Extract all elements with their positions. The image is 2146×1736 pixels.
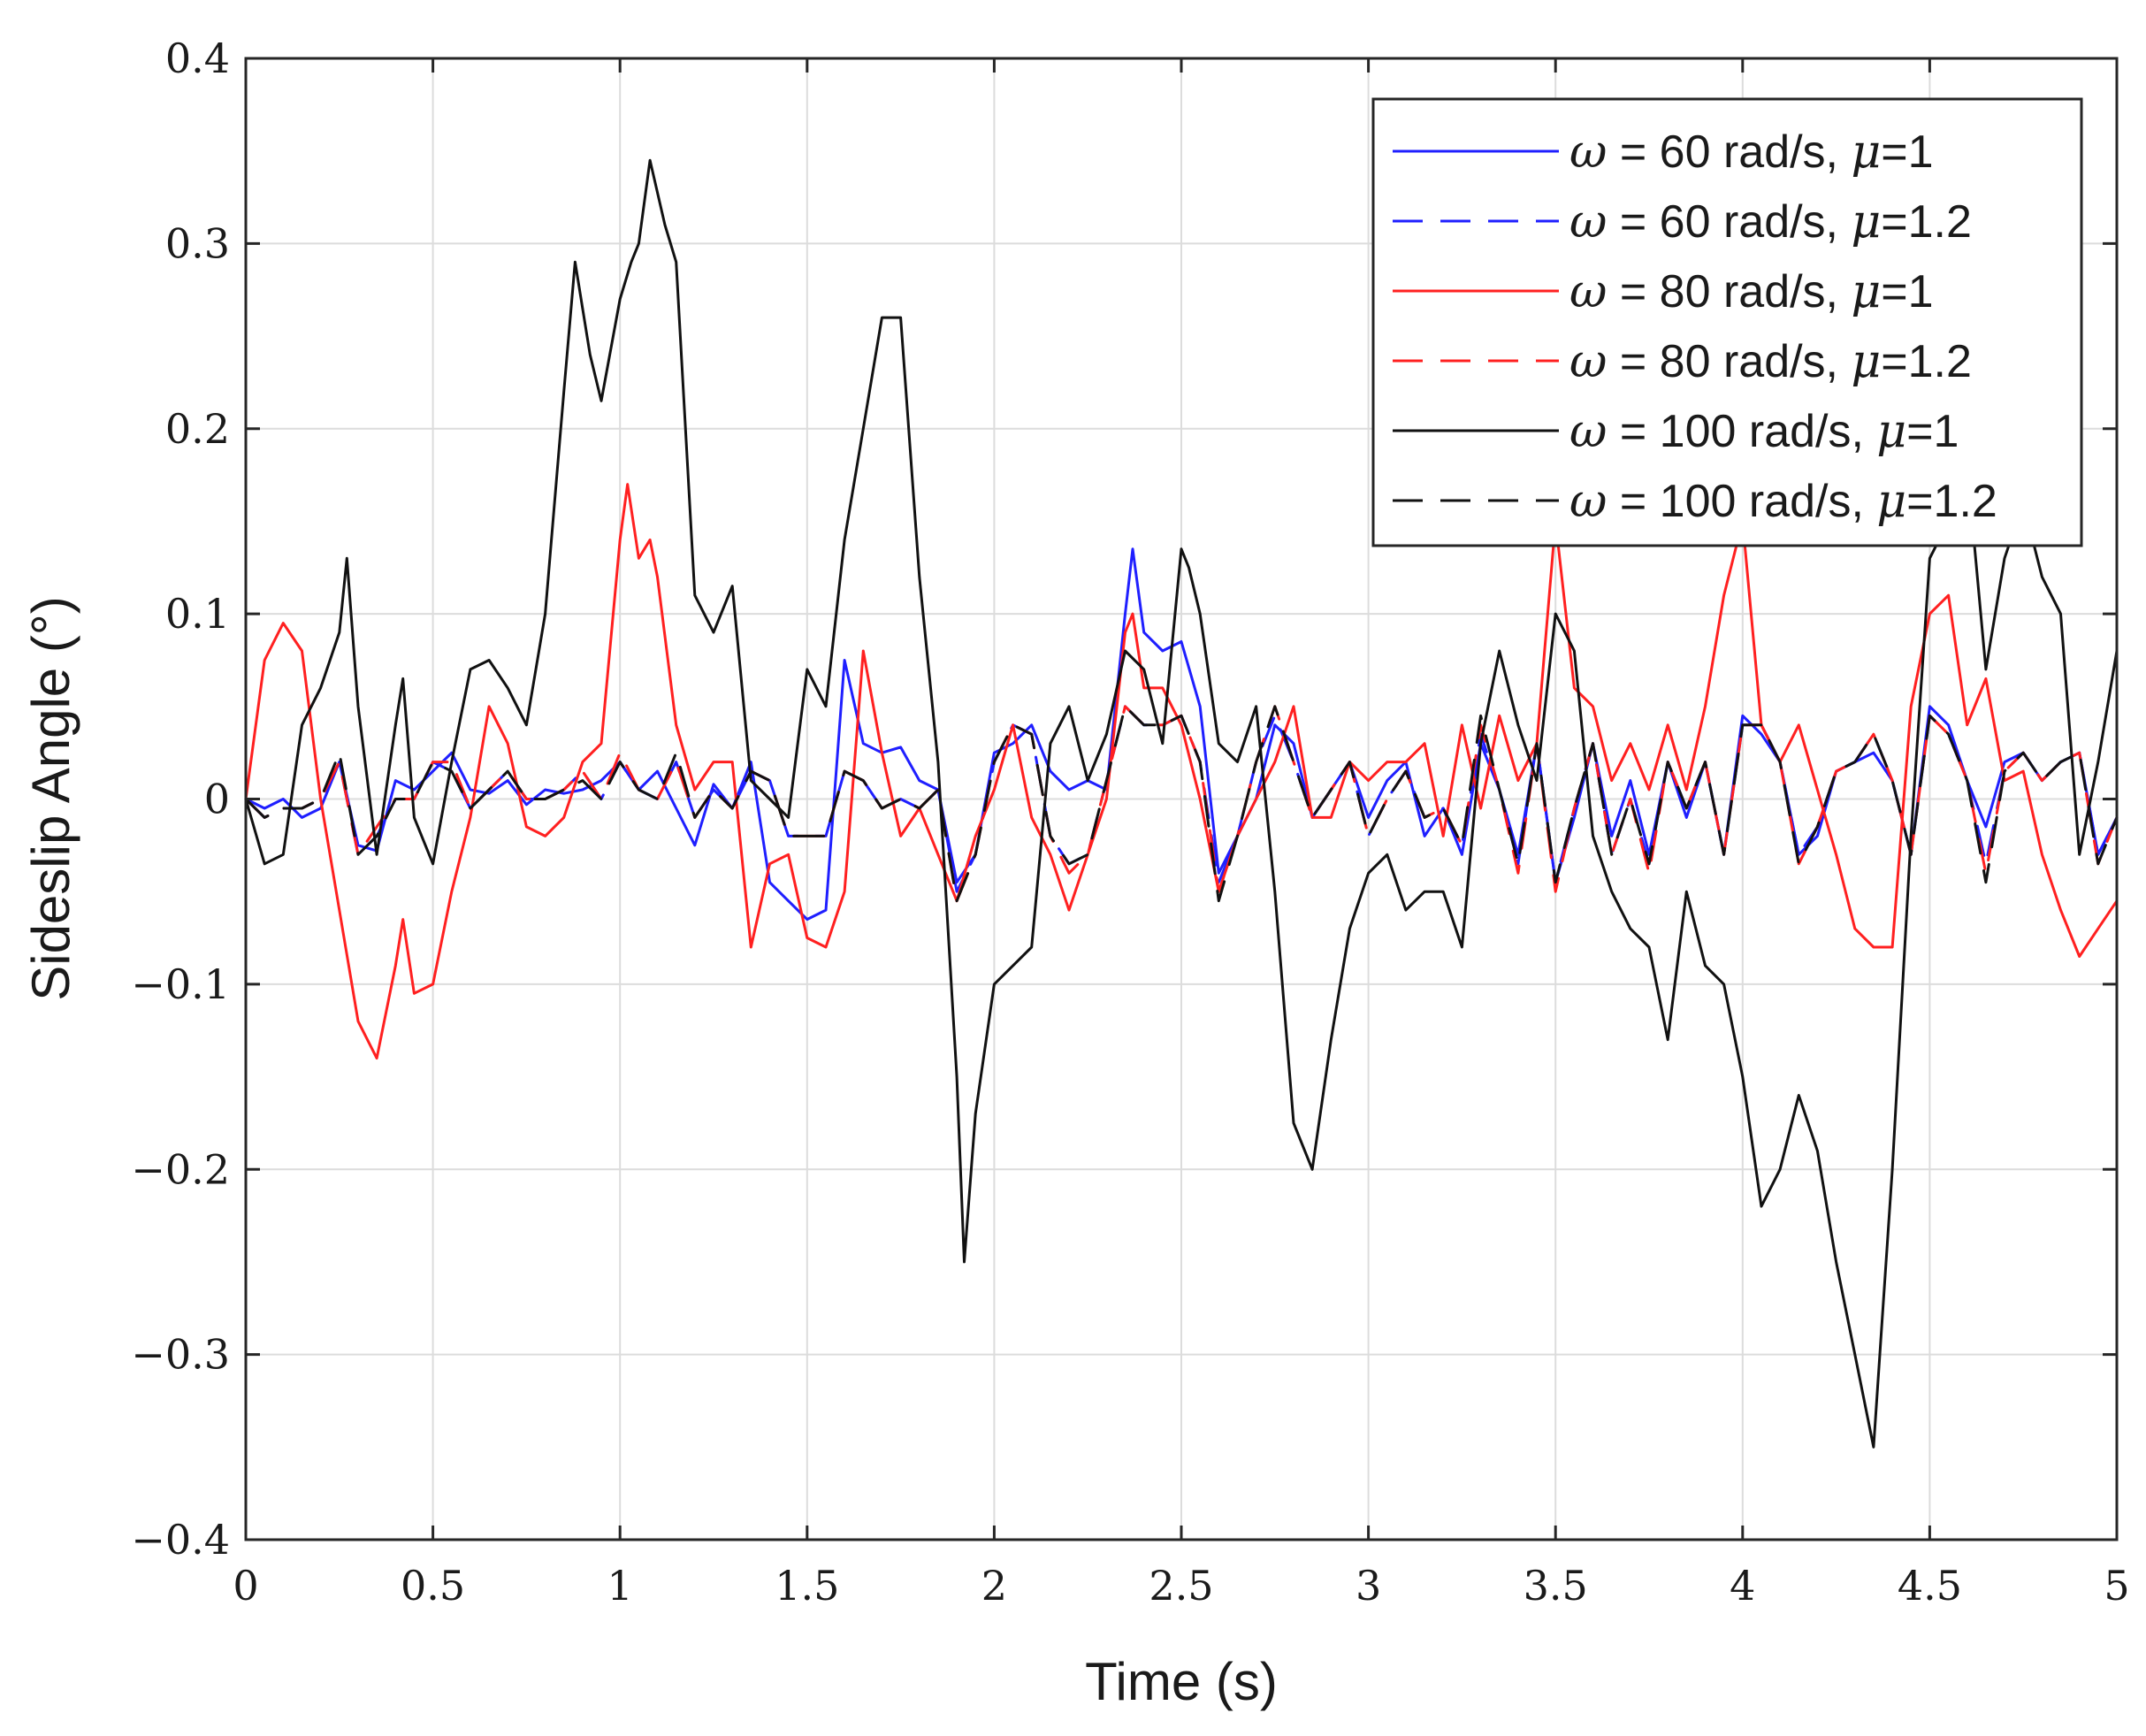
y-axis-title: Sideslip Angle (°) <box>21 596 80 1001</box>
ticks: 0 0.5 1 1.5 2 2.5 3 3.5 4 4.5 5 −0.4 −0.3 −0.2 −0.1 0 0.… <box>131 34 2129 1610</box>
legend-end: =1.2 <box>1881 336 1972 387</box>
y-tick-label: −0.3 <box>131 1331 230 1379</box>
x-tick-label: 5 <box>2104 1562 2129 1610</box>
series-line-3 <box>244 483 2119 1060</box>
legend-end: =1.2 <box>1881 196 1972 248</box>
y-tick-label: −0.1 <box>131 960 230 1008</box>
legend-omega: ω <box>1569 335 1607 388</box>
legend-end: =1 <box>1881 126 1933 178</box>
y-tick-label: 0.2 <box>165 405 230 453</box>
y-tick-label: 0.1 <box>165 590 230 638</box>
series-line-6 <box>244 705 2119 903</box>
x-tick-label: 1.5 <box>775 1562 839 1610</box>
legend-end: =1 <box>1906 406 1959 457</box>
x-tick-label: 2 <box>981 1562 1007 1610</box>
legend-label: ω = 100 rad/s, μ=1 <box>1569 405 1959 458</box>
legend-mid: = 80 rad/s, <box>1607 266 1851 317</box>
series-line-5 <box>244 158 2119 1449</box>
legend-mu: μ <box>1851 335 1881 388</box>
legend-mid: = 80 rad/s, <box>1607 336 1851 387</box>
y-tick-label: 0 <box>204 776 230 823</box>
x-tick-label: 1 <box>607 1562 633 1610</box>
legend-omega: ω <box>1569 405 1607 458</box>
y-tick-label: −0.4 <box>131 1516 230 1564</box>
legend-mid: = 60 rad/s, <box>1607 126 1851 178</box>
x-tick-label: 4.5 <box>1898 1562 1962 1610</box>
legend-omega: ω <box>1569 126 1607 179</box>
x-tick-label: 0.5 <box>401 1562 465 1610</box>
legend-box <box>1371 97 2083 547</box>
legend-end: =1 <box>1881 266 1933 317</box>
series-layer <box>244 158 2119 1449</box>
legend-omega: ω <box>1569 195 1607 249</box>
legend-label: ω = 80 rad/s, μ=1 <box>1569 265 1934 318</box>
legend[interactable]: ω = 60 rad/s, μ=1ω = 60 rad/s, μ=1.2ω = … <box>1371 97 2083 547</box>
x-tick-label: 2.5 <box>1149 1562 1213 1610</box>
legend-omega: ω <box>1569 265 1607 318</box>
legend-mid: = 100 rad/s, <box>1607 476 1876 527</box>
y-tick-label: −0.2 <box>131 1145 230 1193</box>
x-tick-label: 3.5 <box>1524 1562 1588 1610</box>
legend-mu: μ <box>1851 195 1881 249</box>
legend-label: ω = 60 rad/s, μ=1.2 <box>1569 195 1972 249</box>
legend-mid: = 60 rad/s, <box>1607 196 1851 248</box>
legend-end: =1.2 <box>1906 476 1997 527</box>
x-tick-label: 3 <box>1356 1562 1381 1610</box>
legend-mu: μ <box>1851 126 1881 179</box>
legend-mid: = 100 rad/s, <box>1607 406 1876 457</box>
x-tick-label: 4 <box>1730 1562 1755 1610</box>
legend-label: ω = 100 rad/s, μ=1.2 <box>1569 475 1997 528</box>
y-tick-label: 0.4 <box>165 34 230 82</box>
legend-label: ω = 80 rad/s, μ=1.2 <box>1569 335 1972 388</box>
legend-mu: μ <box>1876 475 1906 528</box>
legend-omega: ω <box>1569 475 1607 528</box>
legend-mu: μ <box>1876 405 1906 458</box>
x-axis-title: Time (s) <box>1085 1652 1278 1711</box>
legend-mu: μ <box>1851 265 1881 318</box>
x-tick-label: 0 <box>233 1562 258 1610</box>
y-tick-label: 0.3 <box>165 219 230 267</box>
legend-label: ω = 60 rad/s, μ=1 <box>1569 126 1934 179</box>
